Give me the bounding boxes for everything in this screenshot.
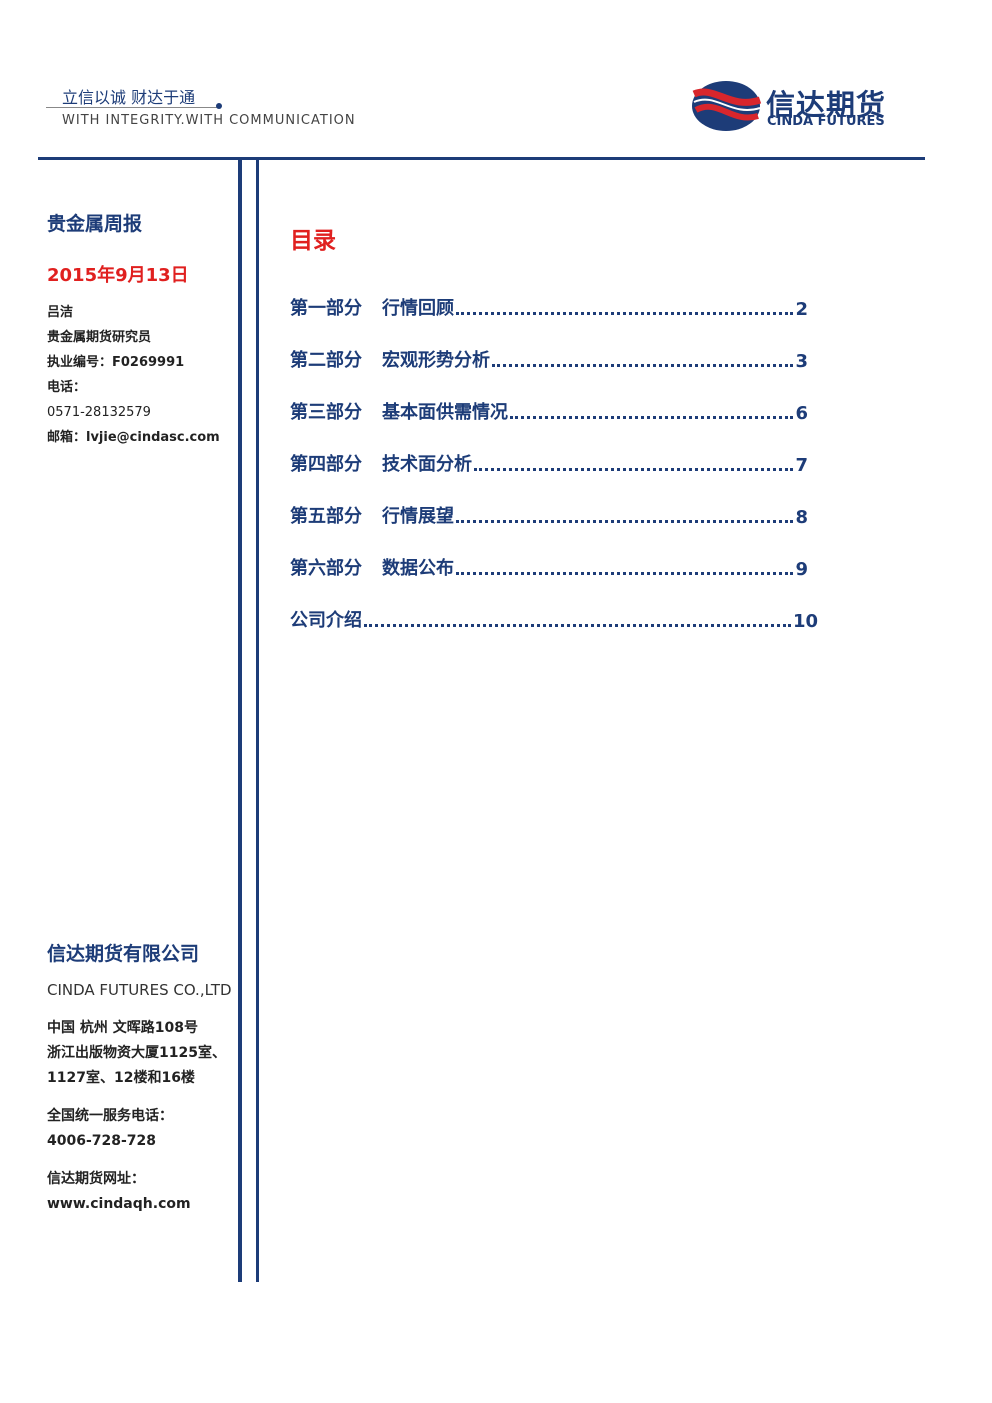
header-rule [38,157,925,160]
toc-entry[interactable]: 第一部分 行情回顾 2 [290,294,808,320]
toc-section: 第三部分 [290,402,362,423]
toc-title: 目录 [290,228,336,254]
info-line: 邮箱：lvjie@cindasc.com [47,430,220,445]
toc-section: 第二部分 [290,350,362,371]
leader-dots [510,416,794,419]
divider [238,158,242,1282]
hotline: 全国统一服务电话： 4006-728-728 [47,1104,173,1154]
toc-section: 第一部分 [290,298,362,319]
info-line: 吕洁 [47,305,74,320]
toc-page: 2 [795,299,808,320]
leader-dots [456,312,794,315]
company: 信达期货有限公司 [47,943,200,965]
toc-section: 第四部分 [290,454,362,475]
toc-section: 第六部分 [290,558,362,579]
info-line: 0571-28132579 [47,405,151,420]
toc-page: 6 [795,403,808,424]
address: 中国 杭州 文晖路108号 浙江出版物资大厦1125室、 1127室、12楼和1… [47,1016,226,1091]
address-line: 中国 杭州 文晖路108号 [47,1020,198,1036]
hotline-number: 4006-728-728 [47,1133,157,1149]
toc-entry[interactable]: 公司介绍 10 [290,606,818,632]
toc-entry[interactable]: 第四部分 技术面分析 7 [290,450,808,476]
toc-page: 8 [795,507,808,528]
website-url[interactable]: www.cindaqh.com [47,1196,191,1212]
toc-entry[interactable]: 第二部分 宏观形势分析 3 [290,346,808,372]
toc-page: 10 [792,611,818,632]
slogan: 立信以诚 财达于通 [62,88,196,107]
logo-en: CINDA FUTURES [767,114,885,129]
toc-entry[interactable]: 第六部分 数据公布 9 [290,554,808,580]
toc-entry[interactable]: 第三部分 基本面供需情况 6 [290,398,808,424]
toc-page: 3 [795,351,808,372]
toc-entry-title: 行情回顾 [382,298,454,319]
leader-dots [492,364,794,367]
toc-entry-title: 公司介绍 [290,610,362,631]
toc-entry-title: 数据公布 [382,558,454,579]
website-label: 信达期货网址： [47,1171,145,1187]
logo-cn: 信达期货 [766,88,887,122]
toc-entry-title: 行情展望 [382,506,454,527]
leader-dots [456,520,794,523]
dot [216,103,222,109]
report-title: 贵金属周报 [47,213,143,235]
toc-section: 第五部分 [290,506,362,527]
leader-dots [364,624,791,627]
info-line: 电话： [47,380,87,395]
toc-entry-title: 宏观形势分析 [382,350,490,371]
leader-dots [474,468,794,471]
slogan-en: WITH INTEGRITY.WITH COMMUNICATION [62,113,356,128]
report-date: 2015年9月13日 [47,265,189,286]
author-info: 吕洁 贵金属期货研究员 执业编号：F0269991 电话： 0571-28132… [47,300,220,450]
address-line: 浙江出版物资大厦1125室、 [47,1045,226,1061]
toc-page: 9 [795,559,808,580]
rule [46,107,218,108]
company-en: CINDA FUTURES CO.,LTD [47,981,232,999]
divider [256,158,259,1282]
info-line: 贵金属期货研究员 [47,330,152,345]
website: 信达期货网址： www.cindaqh.com [47,1167,191,1217]
hotline-label: 全国统一服务电话： [47,1108,173,1124]
toc-entry-title: 基本面供需情况 [382,402,508,423]
toc-entry-title: 技术面分析 [382,454,472,475]
toc-entry[interactable]: 第五部分 行情展望 8 [290,502,808,528]
info-line: 执业编号：F0269991 [47,355,185,370]
address-line: 1127室、12楼和16楼 [47,1070,195,1086]
leader-dots [456,572,794,575]
toc-page: 7 [795,455,808,476]
logo-mark [692,81,762,131]
